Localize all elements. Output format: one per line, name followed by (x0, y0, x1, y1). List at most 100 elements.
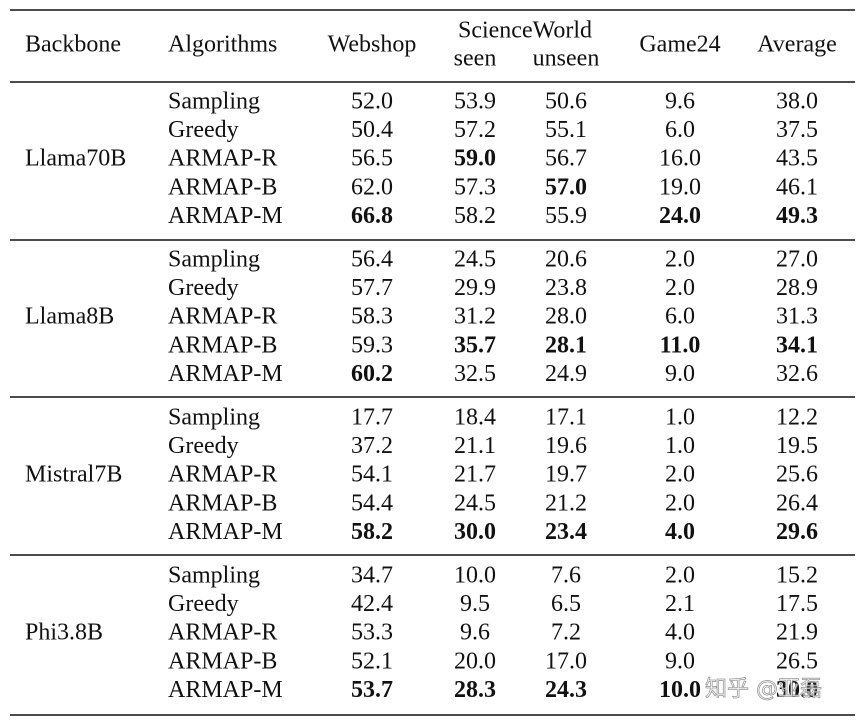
value-cell: 24.9 (545, 361, 587, 387)
value-cell: 34.1 (776, 332, 818, 358)
header-cell: Average (757, 32, 837, 58)
backbone-cell: Phi3.8B (25, 620, 103, 646)
value-cell: 28.9 (776, 275, 818, 301)
value-cell: 1.0 (665, 405, 695, 431)
value-cell: 57.2 (454, 117, 496, 143)
value-cell: 9.6 (460, 620, 490, 646)
value-cell: 6.0 (665, 117, 695, 143)
value-cell: 50.6 (545, 89, 587, 115)
value-cell: 46.1 (776, 174, 818, 200)
header-cell: unseen (533, 46, 600, 72)
value-cell: 26.4 (776, 490, 818, 516)
value-cell: 56.4 (351, 247, 393, 273)
value-cell: 16.0 (659, 146, 701, 172)
value-cell: 24.5 (454, 247, 496, 273)
value-cell: 56.7 (545, 146, 587, 172)
value-cell: 20.0 (454, 648, 496, 674)
value-cell: 62.0 (351, 174, 393, 200)
value-cell: 15.2 (776, 563, 818, 589)
value-cell: 56.5 (351, 146, 393, 172)
value-cell: 42.4 (351, 591, 393, 617)
algorithm-cell: ARMAP-R (168, 146, 277, 172)
value-cell: 2.1 (665, 591, 695, 617)
value-cell: 54.4 (351, 490, 393, 516)
value-cell: 49.3 (776, 203, 818, 229)
algorithm-cell: ARMAP-B (168, 648, 277, 674)
value-cell: 10.0 (454, 563, 496, 589)
value-cell: 24.3 (545, 677, 587, 703)
value-cell: 43.5 (776, 146, 818, 172)
backbone-cell: Llama70B (25, 146, 126, 172)
value-cell: 19.7 (545, 462, 587, 488)
algorithm-cell: Greedy (168, 433, 239, 459)
value-cell: 52.0 (351, 89, 393, 115)
value-cell: 21.2 (545, 490, 587, 516)
value-cell: 28.0 (545, 304, 587, 330)
backbone-cell: Llama8B (25, 304, 114, 330)
value-cell: 59.0 (454, 146, 496, 172)
value-cell: 2.0 (665, 247, 695, 273)
value-cell: 9.0 (665, 361, 695, 387)
algorithm-cell: Greedy (168, 117, 239, 143)
header-cell: seen (454, 46, 497, 72)
value-cell: 58.3 (351, 304, 393, 330)
value-cell: 58.2 (454, 203, 496, 229)
value-cell: 10.0 (659, 677, 701, 703)
algorithm-cell: ARMAP-M (168, 677, 283, 703)
value-cell: 17.1 (545, 405, 587, 431)
value-cell: 58.2 (351, 519, 393, 545)
backbone-cell: Mistral7B (25, 462, 122, 488)
value-cell: 34.7 (351, 563, 393, 589)
algorithm-cell: ARMAP-M (168, 519, 283, 545)
value-cell: 24.0 (659, 203, 701, 229)
value-cell: 17.0 (545, 648, 587, 674)
value-cell: 29.6 (776, 519, 818, 545)
header-cell: Game24 (639, 32, 720, 58)
header-cell: Algorithms (168, 32, 277, 58)
header-cell: Webshop (328, 32, 417, 58)
value-cell: 28.3 (454, 677, 496, 703)
value-cell: 19.0 (659, 174, 701, 200)
value-cell: 27.0 (776, 247, 818, 273)
value-cell: 37.2 (351, 433, 393, 459)
algorithm-cell: Greedy (168, 275, 239, 301)
value-cell: 6.5 (551, 591, 581, 617)
value-cell: 18.4 (454, 405, 496, 431)
value-cell: 57.3 (454, 174, 496, 200)
algorithm-cell: Sampling (168, 405, 260, 431)
value-cell: 21.7 (454, 462, 496, 488)
watermark: 知乎 @亚磊 (705, 677, 822, 702)
value-cell: 2.0 (665, 490, 695, 516)
value-cell: 37.5 (776, 117, 818, 143)
algorithm-cell: Sampling (168, 89, 260, 115)
value-cell: 2.0 (665, 462, 695, 488)
algorithm-cell: ARMAP-M (168, 203, 283, 229)
value-cell: 24.5 (454, 490, 496, 516)
value-cell: 66.8 (351, 203, 393, 229)
value-cell: 32.5 (454, 361, 496, 387)
value-cell: 31.2 (454, 304, 496, 330)
value-cell: 17.7 (351, 405, 393, 431)
value-cell: 20.6 (545, 247, 587, 273)
value-cell: 2.0 (665, 563, 695, 589)
value-cell: 29.9 (454, 275, 496, 301)
value-cell: 6.0 (665, 304, 695, 330)
value-cell: 23.8 (545, 275, 587, 301)
value-cell: 21.1 (454, 433, 496, 459)
value-cell: 30.0 (776, 677, 818, 703)
value-cell: 59.3 (351, 332, 393, 358)
algorithm-cell: ARMAP-B (168, 174, 277, 200)
algorithm-cell: ARMAP-R (168, 304, 277, 330)
value-cell: 23.4 (545, 519, 587, 545)
value-cell: 53.7 (351, 677, 393, 703)
value-cell: 7.2 (551, 620, 581, 646)
algorithm-cell: ARMAP-B (168, 490, 277, 516)
value-cell: 21.9 (776, 620, 818, 646)
value-cell: 54.1 (351, 462, 393, 488)
value-cell: 25.6 (776, 462, 818, 488)
algorithm-cell: ARMAP-R (168, 620, 277, 646)
header-cell: ScienceWorld (458, 18, 592, 44)
value-cell: 17.5 (776, 591, 818, 617)
value-cell: 19.5 (776, 433, 818, 459)
